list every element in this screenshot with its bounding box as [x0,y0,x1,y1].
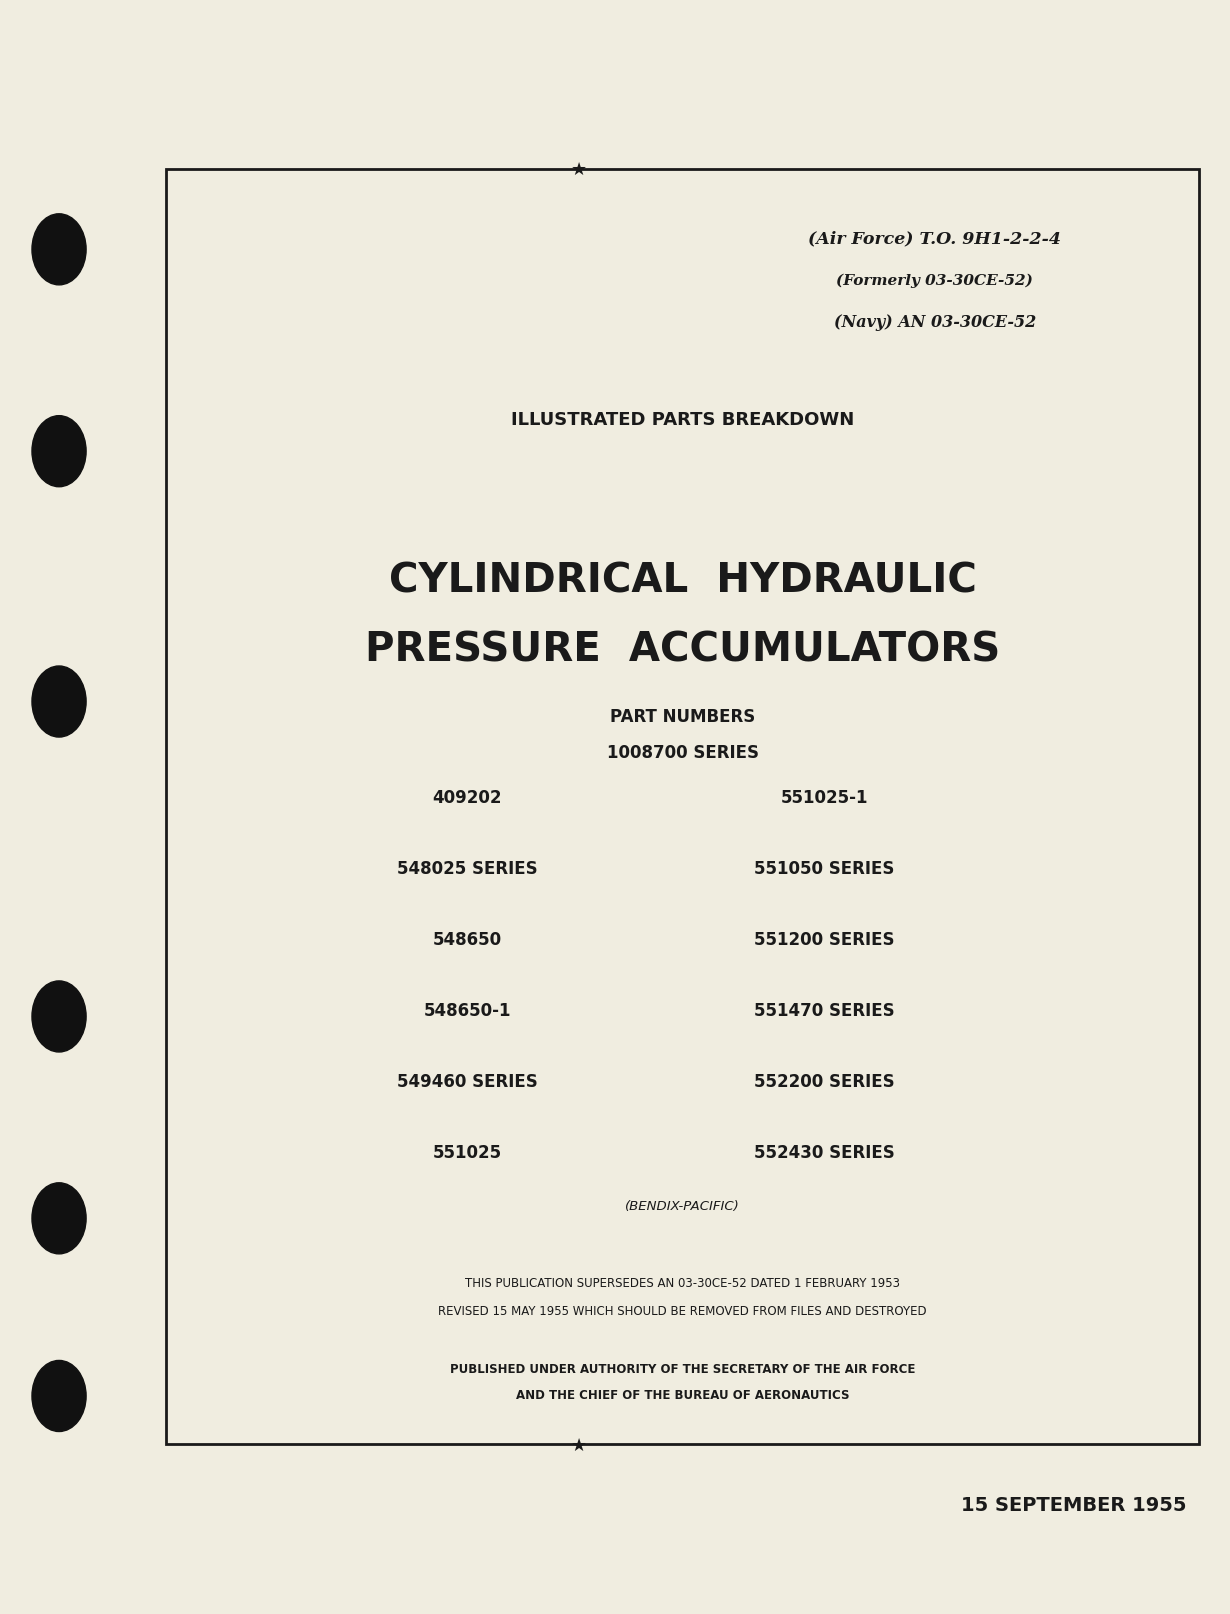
Text: 551025-1: 551025-1 [780,788,868,807]
Text: 548650: 548650 [433,930,502,949]
Text: 552200 SERIES: 552200 SERIES [754,1072,894,1091]
Text: PRESSURE  ACCUMULATORS: PRESSURE ACCUMULATORS [365,631,1000,670]
Text: 551470 SERIES: 551470 SERIES [754,1001,894,1020]
Text: 551025: 551025 [433,1143,502,1162]
Text: (Navy) AN 03-30CE-52: (Navy) AN 03-30CE-52 [834,315,1036,331]
Text: PUBLISHED UNDER AUTHORITY OF THE SECRETARY OF THE AIR FORCE: PUBLISHED UNDER AUTHORITY OF THE SECRETA… [450,1362,915,1375]
Circle shape [32,667,86,738]
Text: 549460 SERIES: 549460 SERIES [397,1072,538,1091]
Bar [166,169,1199,1445]
Text: 552430 SERIES: 552430 SERIES [754,1143,894,1162]
Text: (BENDIX-PACIFIC): (BENDIX-PACIFIC) [625,1199,740,1212]
Text: 548025 SERIES: 548025 SERIES [397,859,538,878]
Text: (Formerly 03-30CE-52): (Formerly 03-30CE-52) [836,274,1033,287]
Text: PART NUMBERS: PART NUMBERS [610,707,755,726]
Text: 1008700 SERIES: 1008700 SERIES [606,742,759,762]
Text: 551200 SERIES: 551200 SERIES [754,930,894,949]
Text: ★: ★ [571,160,588,179]
Text: ILLUSTRATED PARTS BREAKDOWN: ILLUSTRATED PARTS BREAKDOWN [510,410,855,429]
Circle shape [32,1361,86,1432]
Text: 548650-1: 548650-1 [423,1001,512,1020]
Text: THIS PUBLICATION SUPERSEDES AN 03-30CE-52 DATED 1 FEBRUARY 1953: THIS PUBLICATION SUPERSEDES AN 03-30CE-5… [465,1277,900,1290]
Text: 551050 SERIES: 551050 SERIES [754,859,894,878]
Text: (Air Force) T.O. 9H1-2-2-4: (Air Force) T.O. 9H1-2-2-4 [808,231,1061,247]
Text: 409202: 409202 [433,788,502,807]
Circle shape [32,981,86,1052]
Text: REVISED 15 MAY 1955 WHICH SHOULD BE REMOVED FROM FILES AND DESTROYED: REVISED 15 MAY 1955 WHICH SHOULD BE REMO… [438,1304,927,1317]
Text: ★: ★ [571,1435,588,1454]
Text: CYLINDRICAL  HYDRAULIC: CYLINDRICAL HYDRAULIC [389,562,977,600]
Circle shape [32,1183,86,1254]
Circle shape [32,416,86,487]
Text: 15 SEPTEMBER 1955: 15 SEPTEMBER 1955 [962,1495,1187,1514]
Circle shape [32,215,86,286]
Text: AND THE CHIEF OF THE BUREAU OF AERONAUTICS: AND THE CHIEF OF THE BUREAU OF AERONAUTI… [515,1388,850,1401]
